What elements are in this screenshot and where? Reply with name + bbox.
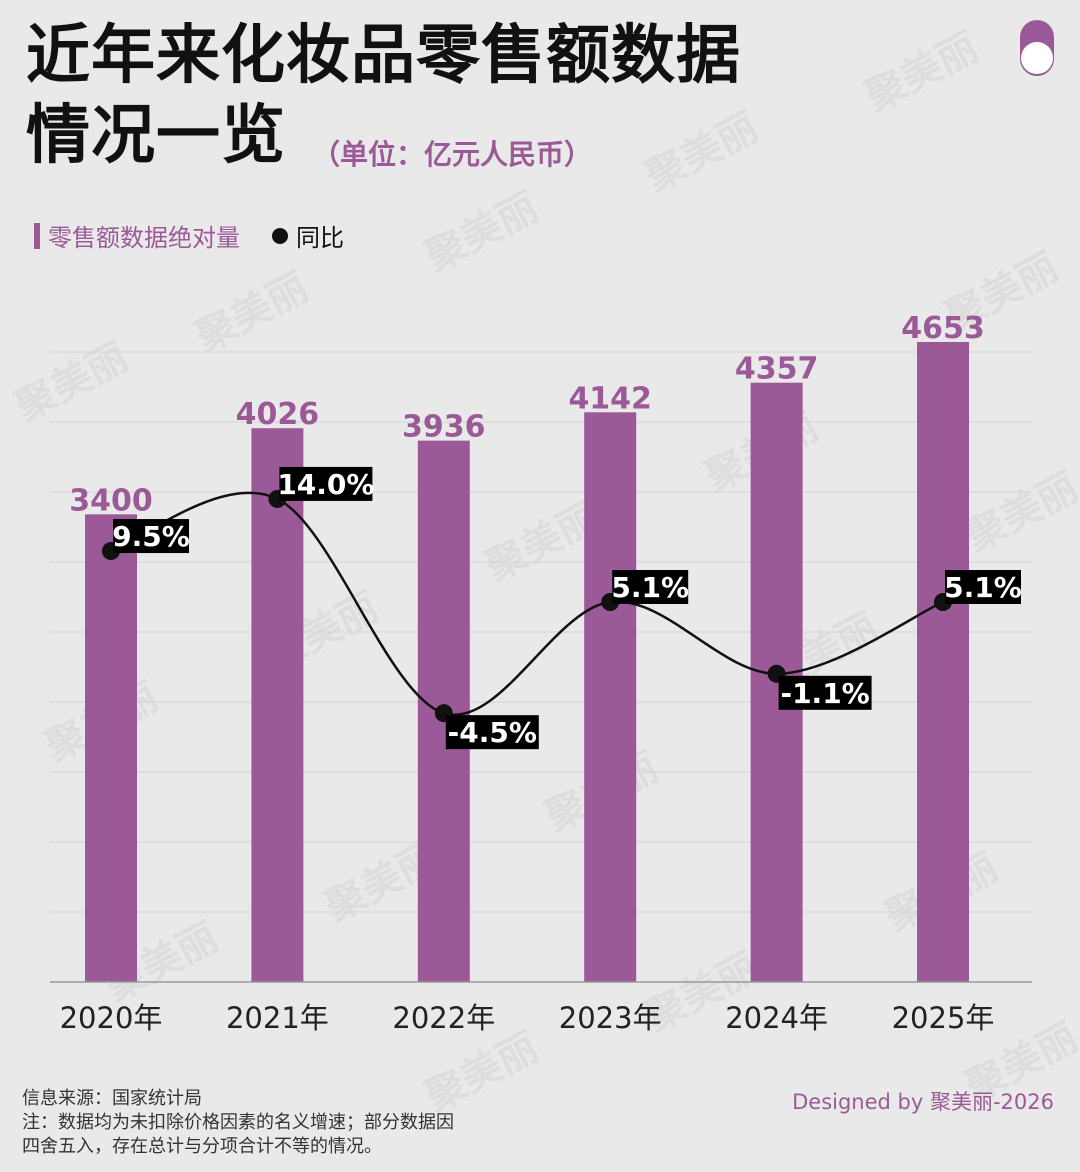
grid-lines — [50, 351, 1032, 913]
footer-source-note: 信息来源：国家统计局 注：数据均为未扣除价格因素的名义增速；部分数据因 四舍五入… — [22, 1087, 454, 1159]
unit-label: （单位：亿元人民币） — [312, 138, 593, 171]
yoy-label-bg — [279, 466, 373, 501]
source-line-2: 注：数据均为未扣除价格因素的名义增速；部分数据因 — [22, 1112, 454, 1133]
title-line-2: 情况一览 — [26, 99, 286, 173]
legend-item-line: 同比 — [272, 218, 344, 253]
bar — [85, 514, 137, 982]
yoy-value-label: -4.5% — [448, 716, 537, 749]
x-tick-label: 2020年 — [60, 1001, 163, 1035]
brand-logo-icon — [1020, 20, 1054, 76]
yoy-value-label: -1.1% — [780, 677, 869, 710]
source-line-3: 四舍五入，存在总计与分项合计不等的情况。 — [22, 1136, 382, 1157]
legend-dot-label: 同比 — [296, 224, 344, 252]
x-tick-label: 2024年 — [725, 1001, 828, 1035]
chart-legend: 零售额数据绝对量 同比 — [34, 218, 344, 253]
yoy-value-label: 5.1% — [611, 571, 689, 604]
bar-series — [85, 342, 969, 983]
bar-value-label: 4357 — [735, 352, 819, 387]
yoy-label-bg — [945, 570, 1021, 604]
yoy-value-label: 14.0% — [277, 468, 374, 501]
x-axis-labels: 2020年 2021年 2022年 2023年 2024年 2025年 — [60, 1001, 995, 1035]
page-title: 近年来化妆品零售额数据 情况一览 — [26, 16, 741, 176]
yoy-label-bg — [612, 570, 689, 604]
x-tick-label: 2022年 — [392, 1001, 495, 1035]
bar-value-label: 4142 — [568, 381, 652, 416]
bar — [917, 342, 969, 982]
yoy-value-label: 9.5% — [112, 520, 190, 553]
title-line-1: 近年来化妆品零售额数据 — [26, 19, 741, 93]
bar-value-labels: 3400 4026 3936 4142 4357 4653 — [69, 311, 985, 518]
yoy-label-bg — [113, 519, 189, 554]
x-tick-label: 2025年 — [892, 1001, 995, 1035]
bar-value-label: 4026 — [236, 397, 320, 432]
legend-item-bars: 零售额数据绝对量 — [34, 218, 240, 253]
legend-bar-label: 零售额数据绝对量 — [48, 224, 240, 252]
x-tick-label: 2023年 — [559, 1001, 662, 1035]
source-line-1: 信息来源：国家统计局 — [22, 1088, 202, 1109]
bar-swatch-icon — [34, 222, 40, 249]
dot-swatch-icon — [272, 227, 288, 244]
designed-by: Designed by 聚美丽-2026 — [792, 1090, 1054, 1114]
yoy-points: 9.5% 14.0% -4.5% 5.1% -1.1% 5.1% — [102, 466, 1022, 750]
bar — [584, 412, 637, 982]
yoy-label-bg — [445, 715, 539, 750]
bar-line-chart: 3400 4026 3936 4142 4357 4653 2020年 2021年 2022年… — [50, 311, 1032, 1035]
bar — [251, 428, 304, 982]
bar-value-label: 4653 — [901, 311, 985, 346]
yoy-value-label: 5.1% — [944, 571, 1022, 604]
x-tick-label: 2021年 — [226, 1001, 329, 1035]
bar-value-label: 3936 — [402, 410, 486, 445]
bar-value-label: 3400 — [69, 483, 153, 518]
yoy-label-bg — [778, 675, 872, 710]
